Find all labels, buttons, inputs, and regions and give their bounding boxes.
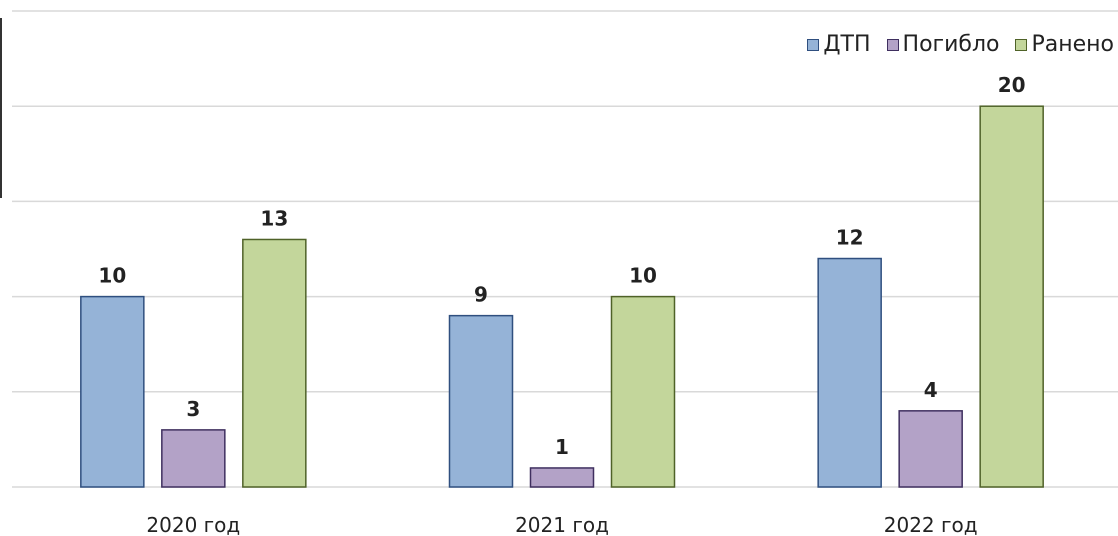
data-label-2-1: 4 xyxy=(924,378,938,402)
bar-2-1 xyxy=(898,410,963,488)
data-label-1-1: 1 xyxy=(555,435,569,459)
bar-1-1 xyxy=(529,467,595,488)
legend-label-pogiblo: Погибло xyxy=(902,32,1000,57)
legend-item-dtp: ДТП xyxy=(807,32,871,57)
data-label-1-0: 9 xyxy=(474,283,488,307)
legend-item-pogiblo: Погибло xyxy=(886,32,1000,57)
data-label-1-2: 10 xyxy=(629,264,657,288)
data-label-0-2: 13 xyxy=(260,206,288,230)
category-label-1: 2021 год xyxy=(515,513,609,536)
bar-2-0 xyxy=(817,257,882,488)
data-label-2-2: 20 xyxy=(998,73,1026,97)
bar-0-1 xyxy=(161,429,226,488)
bar-2-2 xyxy=(979,105,1044,488)
data-label-0-0: 10 xyxy=(98,264,126,288)
legend-swatch-dtp xyxy=(807,38,820,51)
legend-swatch-raneno xyxy=(1015,38,1028,51)
data-label-0-1: 3 xyxy=(186,397,200,421)
legend-label-raneno: Ранено xyxy=(1031,32,1114,57)
bar-1-0 xyxy=(448,314,514,488)
legend-item-raneno: Ранено xyxy=(1015,32,1114,57)
category-label-0: 2020 год xyxy=(146,513,240,536)
left-edge-rule xyxy=(0,18,2,198)
legend-swatch-pogiblo xyxy=(886,38,899,51)
bar-0-0 xyxy=(80,295,145,488)
chart-legend: ДТП Погибло Ранено xyxy=(807,32,1114,57)
data-label-2-0: 12 xyxy=(836,226,864,250)
legend-label-dtp: ДТП xyxy=(823,32,871,57)
bar-1-2 xyxy=(610,295,676,488)
category-label-2: 2022 год xyxy=(884,513,978,536)
bar-0-2 xyxy=(242,238,307,488)
